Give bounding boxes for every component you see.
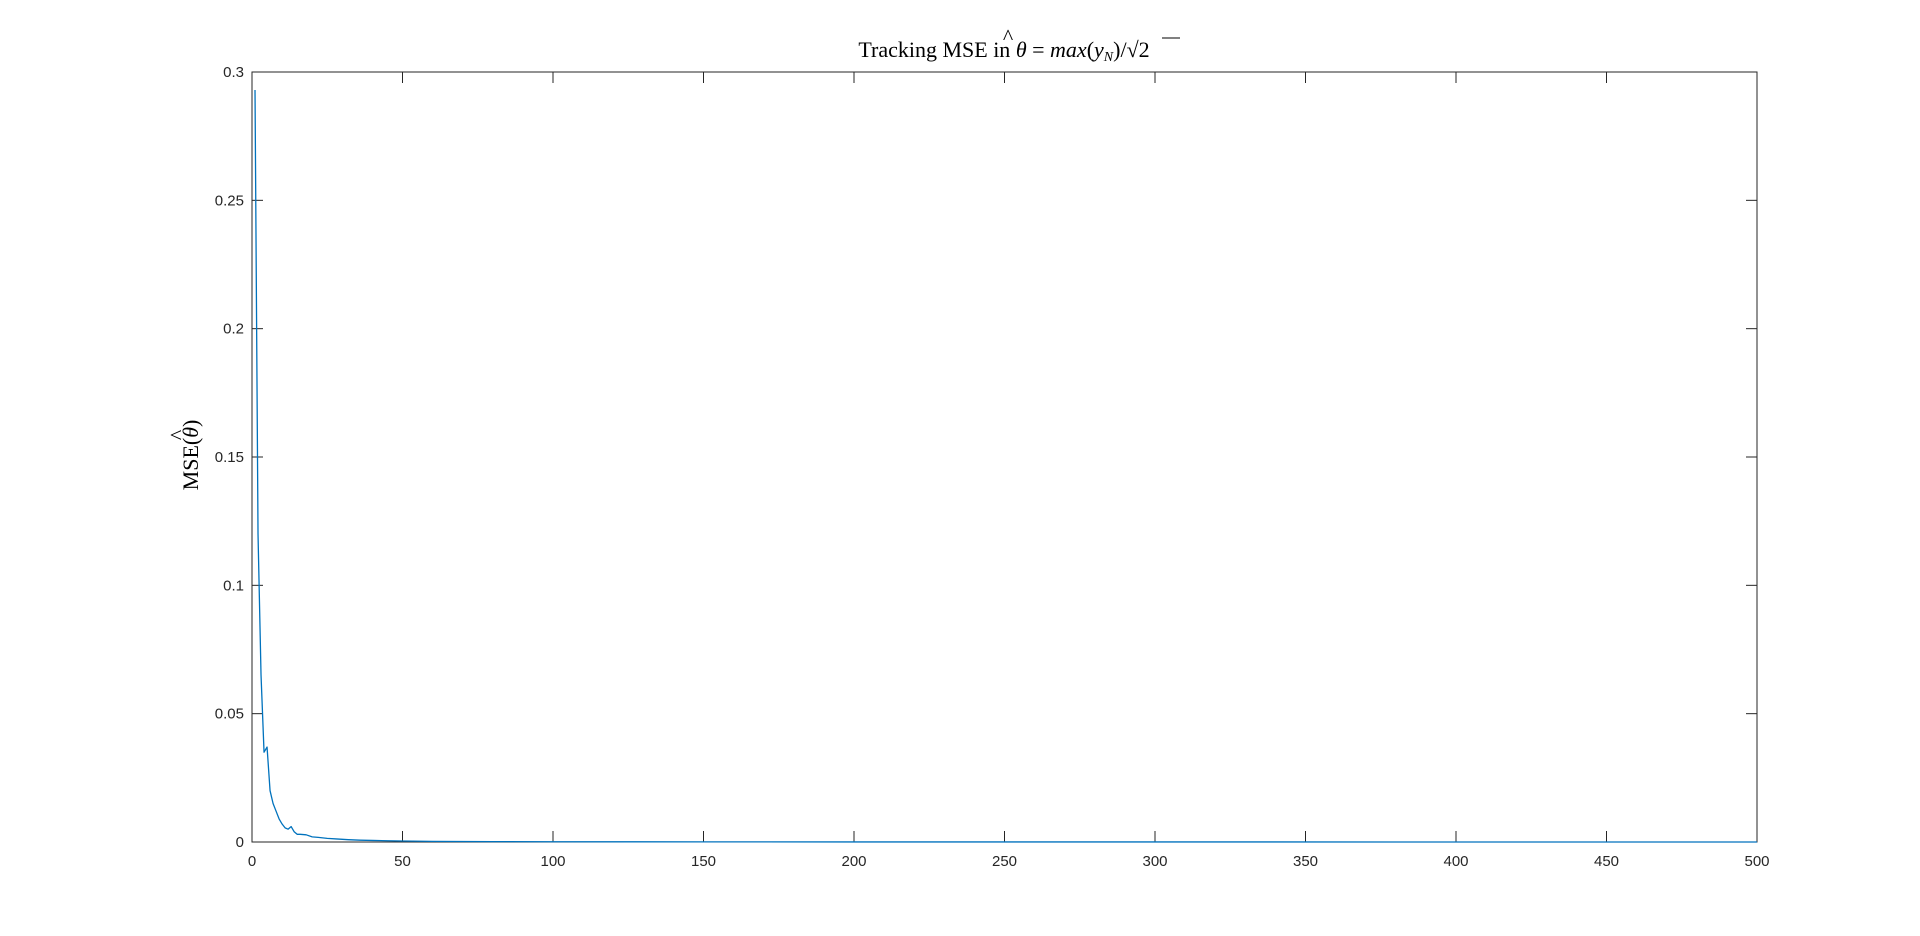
svg-text:MSE(θ): MSE(θ) [178,420,203,491]
x-tick-label: 350 [1293,853,1318,870]
x-tick-label: 500 [1744,853,1769,870]
x-tick-label: 0 [248,853,256,870]
y-axis-label: MSE(θ) ^ [165,420,203,491]
y-axis: 0 0.05 0.1 0.15 0.2 0.25 0.3 [215,64,1757,851]
y-tick-label: 0 [236,834,244,851]
chart-title: Tracking MSE in θ = max(yN)/√2 [858,37,1149,65]
svg-text:^: ^ [165,429,190,440]
x-tick-label: 100 [540,853,565,870]
x-tick-label: 150 [691,853,716,870]
plot-area [251,71,1758,843]
y-tick-label: 0.1 [223,577,244,594]
x-tick-label: 450 [1594,853,1619,870]
series-layer [254,89,1757,843]
title-radicand: 2 [1139,37,1150,62]
x-tick-label: 50 [394,853,411,870]
y-tick-label: 0.05 [215,706,244,723]
x-tick-label: 250 [992,853,1017,870]
y-tick-label: 0.25 [215,192,244,209]
y-tick-label: 0.15 [215,449,244,466]
title-theta-hat: ^ [1003,24,1014,49]
y-tick-label: 0.2 [223,321,244,338]
x-tick-label: 400 [1443,853,1468,870]
series-line-0 [254,89,1757,843]
x-tick-label: 300 [1142,853,1167,870]
x-axis: 0 50 100 150 200 250 300 350 400 450 500 [248,72,1770,870]
x-tick-label: 200 [841,853,866,870]
y-tick-label: 0.3 [223,64,244,81]
title-theta: θ [1016,37,1027,62]
